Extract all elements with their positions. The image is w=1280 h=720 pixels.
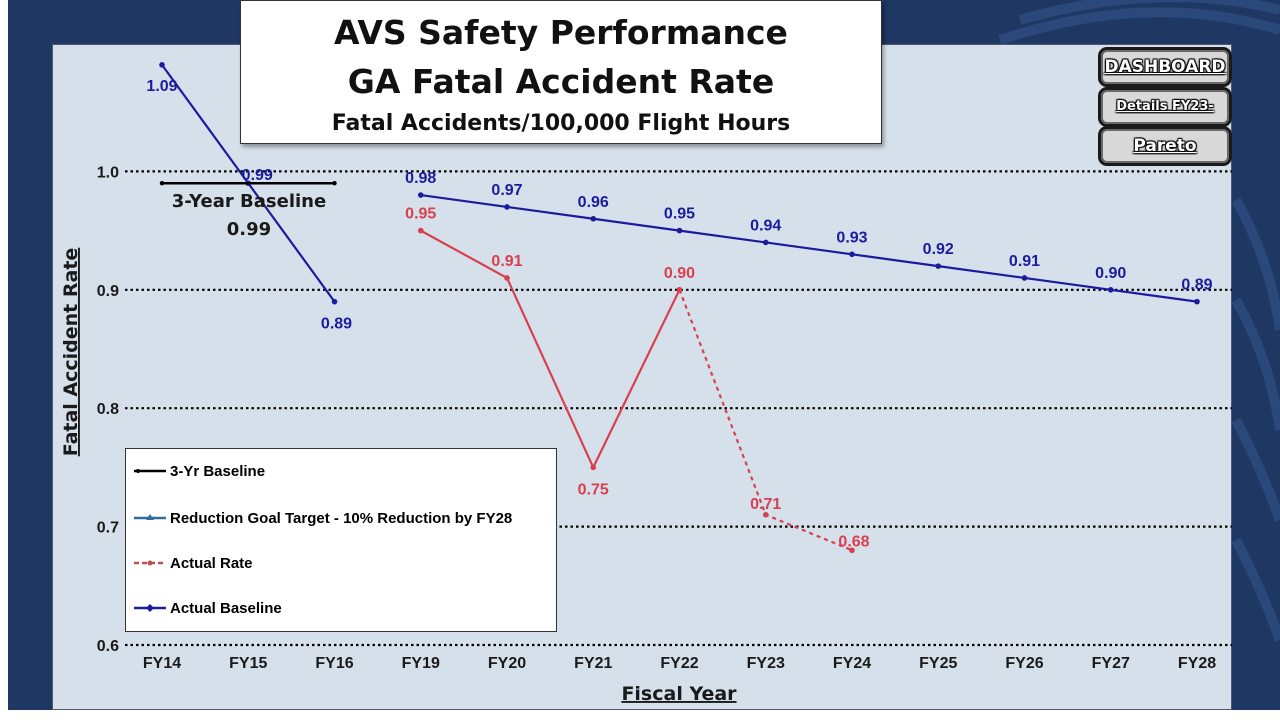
y-axis-title: Fatal Accident Rate — [60, 248, 82, 457]
slide-margin — [0, 710, 1280, 720]
data-point — [1194, 298, 1200, 305]
legend-label: Actual Rate — [170, 554, 253, 572]
axes: 0.6 0.7 0.8 0.9 1.0 FY14 FY15 FY16 FY19 FY20 FY21 F… — [97, 164, 1216, 672]
data-point — [417, 227, 424, 234]
data-label: 0.75 — [578, 481, 609, 498]
data-label: 0.91 — [491, 253, 522, 270]
legend-label: 3-Yr Baseline — [170, 462, 266, 480]
y-tick-label: 0.6 — [97, 638, 119, 655]
data-point — [762, 239, 769, 246]
y-tick-label: 0.8 — [97, 401, 119, 418]
data-label: 0.90 — [664, 265, 695, 282]
baseline-annotation-value: 0.99 — [227, 219, 271, 240]
data-point — [849, 251, 855, 258]
data-label: 0.90 — [1095, 265, 1126, 282]
y-tick-label: 1.0 — [97, 164, 119, 181]
x-tick-label: FY22 — [660, 655, 698, 672]
data-point — [1107, 287, 1114, 293]
x-tick-label: FY24 — [833, 655, 871, 672]
x-tick-label: FY25 — [919, 655, 957, 672]
chart-title: AVS Safety Performance — [334, 13, 788, 52]
data-point — [159, 62, 165, 68]
data-label: 0.89 — [321, 316, 352, 333]
x-tick-label: FY21 — [574, 655, 612, 672]
data-label: 0.94 — [750, 217, 781, 234]
series-line-1 — [420, 193, 1198, 303]
data-label: 0.99 — [242, 167, 273, 184]
chart-units: Fatal Accidents/100,000 Flight Hours — [331, 111, 791, 136]
legend-item-actual-baseline: Actual Baseline — [132, 598, 282, 618]
x-tick-label: FY26 — [1005, 655, 1043, 672]
series — [159, 62, 1200, 554]
legend-item-actual-rate: Actual Rate — [132, 553, 253, 573]
data-label: 0.93 — [836, 229, 867, 246]
data-point — [590, 215, 597, 222]
data-point — [762, 511, 769, 518]
data-label: 0.92 — [923, 241, 954, 258]
data-point — [590, 464, 597, 471]
slide-margin — [0, 0, 8, 720]
data-point — [159, 181, 165, 186]
data-point — [676, 227, 683, 234]
data-point — [417, 192, 424, 198]
series-line-2 — [420, 229, 681, 470]
data-point — [504, 275, 510, 281]
data-label: 0.98 — [405, 170, 436, 187]
x-tick-label: FY20 — [488, 655, 526, 672]
legend-swatch-actual — [134, 560, 166, 566]
legend-label: Actual Baseline — [170, 599, 282, 617]
data-label: 0.97 — [491, 182, 522, 199]
legend: 3-Yr Baseline Reduction Goal Target - 10… — [125, 448, 557, 632]
data-point — [1021, 275, 1028, 281]
legend-item-3yr-baseline: 3-Yr Baseline — [132, 461, 265, 481]
data-label: 0.96 — [578, 194, 609, 211]
x-tick-label: FY23 — [747, 655, 785, 672]
data-label: 0.89 — [1181, 277, 1212, 294]
pareto-button[interactable]: Pareto — [1098, 126, 1232, 166]
x-tick-label: FY16 — [315, 655, 353, 672]
annotations: 3-Year Baseline 0.99 — [172, 191, 326, 240]
data-point — [332, 181, 337, 186]
data-label: 0.91 — [1009, 253, 1040, 270]
legend-item-goal-target: Reduction Goal Target - 10% Reduction by… — [132, 508, 512, 528]
data-point — [331, 298, 338, 305]
chart-title-box: AVS Safety Performance GA Fatal Accident… — [240, 0, 882, 144]
baseline-annotation-label: 3-Year Baseline — [172, 191, 326, 212]
data-label: 0.95 — [664, 206, 695, 223]
x-axis-title: Fiscal Year — [621, 683, 737, 705]
data-point — [504, 204, 510, 210]
data-label: 1.09 — [146, 78, 177, 95]
legend-swatch-goal — [134, 514, 166, 520]
data-point — [676, 287, 683, 293]
legend-label: Reduction Goal Target - 10% Reduction by… — [170, 509, 513, 527]
x-tick-label: FY27 — [1092, 655, 1130, 672]
dashboard-button[interactable]: DASHBOARD — [1098, 47, 1232, 87]
data-label: 0.95 — [405, 206, 436, 223]
y-tick-label: 0.7 — [97, 520, 119, 537]
data-point — [849, 547, 855, 554]
legend-swatch-baseline — [134, 469, 166, 473]
data-label: 0.68 — [838, 533, 869, 550]
x-tick-label: FY14 — [143, 655, 181, 672]
legend-swatch-actual-baseline — [134, 604, 166, 612]
chart-subtitle: GA Fatal Accident Rate — [347, 62, 775, 101]
x-tick-label: FY19 — [402, 655, 440, 672]
details-button[interactable]: Details FY23-FY24 — [1098, 87, 1232, 148]
y-tick-label: 0.9 — [97, 283, 119, 300]
data-labels: 1.09 0.99 0.89 0.98 0.97 0.96 0.95 0.94 0.93 0.92… — [146, 78, 1212, 550]
data-label: 0.71 — [750, 496, 781, 513]
x-tick-label: FY28 — [1178, 655, 1216, 672]
x-tick-label: FY15 — [229, 655, 267, 672]
data-point — [935, 263, 942, 269]
